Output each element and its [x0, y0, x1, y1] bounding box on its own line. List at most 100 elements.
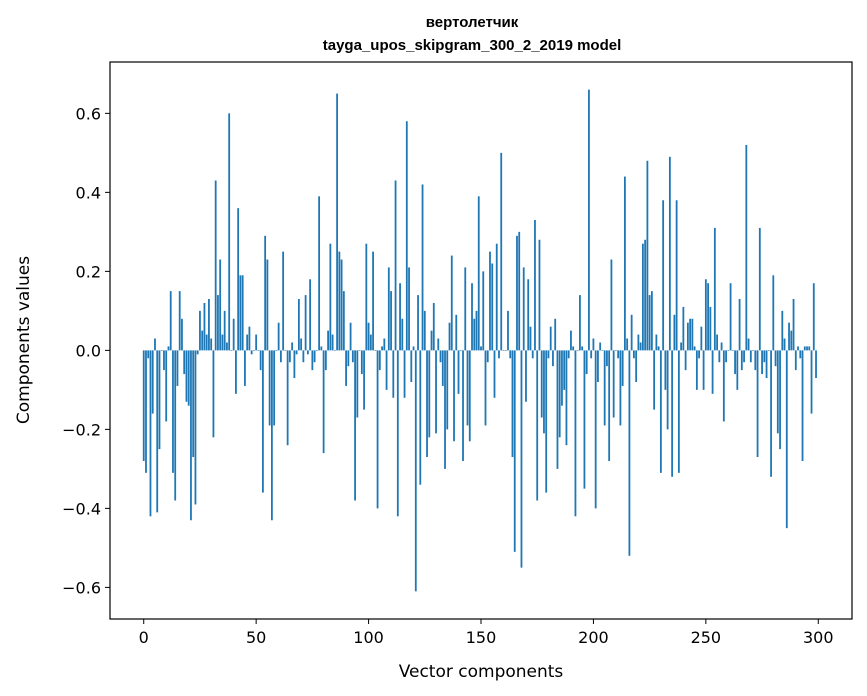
bar: [160, 350, 163, 351]
bar: [799, 350, 802, 359]
bar: [309, 279, 312, 351]
bar: [453, 350, 455, 442]
bar: [529, 326, 532, 351]
bar: [192, 350, 195, 458]
bar: [500, 152, 503, 351]
bar: [545, 350, 548, 493]
bar: [572, 346, 575, 351]
bar: [498, 350, 500, 359]
bar: [430, 330, 433, 351]
bar: [702, 350, 705, 390]
bar: [367, 322, 370, 351]
bar: [320, 346, 323, 351]
bar: [797, 346, 799, 351]
bar: [196, 350, 199, 355]
bar: [358, 350, 361, 351]
y-tick-label: −0.2: [62, 420, 101, 439]
bar: [439, 350, 442, 363]
bar: [477, 196, 480, 351]
bar: [610, 259, 613, 351]
bar: [686, 322, 689, 351]
bar: [554, 318, 557, 351]
bar: [183, 350, 186, 375]
bar: [259, 350, 262, 371]
bar: [657, 346, 660, 351]
bar: [565, 350, 568, 446]
bar: [142, 350, 145, 461]
y-tick-label: 0.6: [76, 104, 101, 123]
bar: [700, 326, 703, 351]
bar: [597, 350, 599, 382]
bar: [219, 259, 222, 351]
bar: [513, 350, 516, 552]
bar: [169, 291, 172, 351]
bar: [619, 350, 622, 426]
bar: [783, 338, 786, 351]
bar: [689, 318, 692, 351]
bar: [725, 350, 727, 363]
bar: [450, 255, 453, 351]
bar: [266, 259, 269, 351]
bar: [426, 350, 428, 458]
bar: [707, 283, 709, 351]
x-tick-label: 150: [466, 628, 497, 647]
bar: [711, 350, 714, 394]
bar: [365, 243, 368, 351]
x-tick-label: 300: [803, 628, 834, 647]
y-axis-label: Components values: [14, 256, 34, 424]
bar: [767, 350, 770, 351]
bar: [581, 346, 584, 351]
bar: [471, 283, 473, 351]
bar: [306, 350, 309, 355]
bar: [763, 350, 766, 363]
bar: [525, 350, 527, 402]
bar: [304, 295, 307, 351]
bar: [223, 310, 226, 351]
bar: [417, 295, 419, 351]
bar: [318, 196, 321, 351]
bar: [230, 350, 233, 351]
bar: [392, 350, 395, 398]
bar: [313, 350, 316, 363]
bar: [462, 350, 464, 461]
bar: [432, 302, 435, 351]
bar: [504, 350, 507, 351]
bar: [174, 350, 177, 501]
bar: [347, 350, 350, 367]
bar: [594, 350, 597, 509]
bar: [635, 350, 638, 382]
bar: [743, 350, 745, 363]
bar: [547, 350, 550, 359]
bar: [534, 220, 536, 351]
bar: [360, 350, 363, 375]
bar: [592, 338, 595, 351]
bar: [446, 350, 449, 430]
bar: [781, 310, 784, 351]
bar: [648, 295, 651, 351]
bar: [662, 200, 665, 351]
bar: [655, 334, 658, 351]
bar: [624, 176, 626, 351]
bar: [408, 267, 410, 351]
bar: [603, 350, 606, 426]
bar: [756, 350, 759, 458]
bar: [264, 235, 267, 351]
bar: [457, 350, 460, 394]
bar: [552, 350, 554, 367]
bar: [473, 318, 476, 351]
bar: [740, 350, 743, 371]
bar: [277, 322, 280, 351]
bar: [331, 334, 334, 351]
bar: [693, 346, 696, 351]
x-tick-label: 200: [578, 628, 609, 647]
bar: [369, 334, 372, 351]
bar: [199, 310, 201, 351]
bar: [356, 350, 359, 418]
y-tick-label: 0.4: [76, 183, 101, 202]
bar: [713, 227, 716, 351]
bar: [464, 267, 467, 351]
plot-area-frame: [109, 61, 853, 620]
bar: [401, 318, 404, 351]
bar: [695, 350, 698, 390]
